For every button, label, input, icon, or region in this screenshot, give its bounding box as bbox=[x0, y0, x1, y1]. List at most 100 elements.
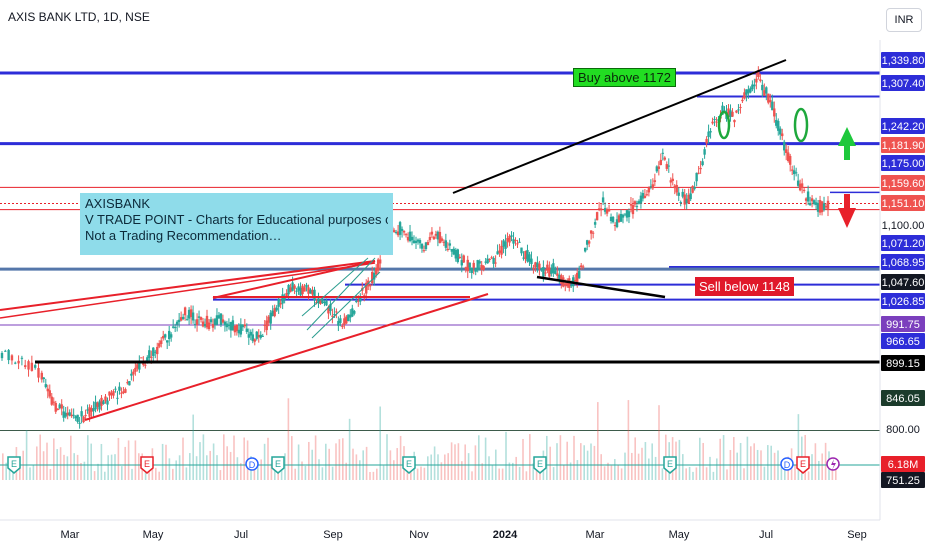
volume-bar bbox=[175, 460, 177, 480]
candle-body bbox=[329, 304, 332, 312]
upper-trendline-black bbox=[452, 59, 787, 194]
volume-bar bbox=[583, 445, 585, 480]
volume-bar bbox=[685, 468, 687, 480]
candle-body bbox=[496, 251, 499, 255]
svg-text:E: E bbox=[275, 459, 281, 469]
candle-body bbox=[42, 377, 45, 380]
candle-body bbox=[297, 286, 300, 291]
volume-bar bbox=[192, 414, 194, 480]
candle-body bbox=[166, 340, 169, 343]
volume-bar bbox=[474, 445, 477, 480]
candle-body bbox=[739, 107, 742, 109]
volume-bar bbox=[396, 448, 398, 480]
volume-bar bbox=[637, 453, 640, 480]
currency-button[interactable]: INR bbox=[886, 8, 922, 32]
candle-body bbox=[118, 386, 121, 391]
candle-body bbox=[331, 315, 334, 317]
candle-body bbox=[659, 159, 663, 166]
candle-body bbox=[787, 152, 790, 162]
candle-body bbox=[414, 240, 418, 243]
candle-body bbox=[17, 360, 20, 364]
candle-body bbox=[100, 397, 103, 406]
symbol-title[interactable]: AXIS BANK LTD, 1D, NSE bbox=[8, 10, 150, 24]
candle-body bbox=[540, 268, 543, 270]
candle-body bbox=[790, 169, 794, 171]
candle-body bbox=[747, 89, 750, 94]
buy-label[interactable]: Buy above 1172 bbox=[573, 68, 676, 87]
candle-body bbox=[418, 240, 422, 244]
volume-bar bbox=[274, 467, 276, 480]
volume-bar bbox=[355, 454, 358, 480]
candle-body bbox=[88, 407, 91, 417]
volume-bar bbox=[263, 443, 266, 480]
candle-body bbox=[58, 404, 61, 409]
candle-body bbox=[771, 101, 774, 111]
sell-label[interactable]: Sell below 1148 bbox=[695, 277, 794, 296]
candle-body bbox=[14, 362, 17, 364]
volume-bar bbox=[746, 436, 749, 480]
note-annotation[interactable]: AXISBANK V TRADE POINT - Charts for Educ… bbox=[80, 193, 393, 255]
volume-bar bbox=[464, 444, 466, 480]
candle-body bbox=[265, 320, 268, 331]
candle-body bbox=[235, 324, 239, 332]
candle-body bbox=[237, 329, 241, 334]
candle-body bbox=[410, 236, 414, 241]
candle-body bbox=[160, 340, 163, 344]
volume-bar bbox=[8, 469, 11, 480]
lightning-marker-icon bbox=[826, 457, 840, 471]
candle-body bbox=[711, 121, 714, 124]
candle-body bbox=[534, 262, 537, 268]
candle-body bbox=[769, 100, 772, 103]
red-trendline-upper-2 bbox=[0, 262, 376, 319]
candle-body bbox=[611, 216, 615, 223]
candle-body bbox=[735, 110, 738, 113]
volume-bar bbox=[39, 434, 41, 480]
volume-bar bbox=[535, 467, 538, 480]
candle-body bbox=[203, 323, 207, 327]
time-tick-label: Mar bbox=[61, 529, 80, 541]
candle-body bbox=[175, 321, 179, 325]
volume-bar bbox=[750, 446, 752, 480]
candle-body bbox=[607, 208, 611, 212]
candle-body bbox=[48, 390, 51, 397]
volume-bar bbox=[807, 471, 810, 480]
candle-body bbox=[337, 320, 340, 326]
candle-body bbox=[468, 262, 471, 268]
candle-body bbox=[765, 87, 768, 94]
candle-body bbox=[72, 414, 75, 416]
candle-body bbox=[745, 89, 748, 95]
volume-bar bbox=[308, 441, 310, 480]
volume-bar bbox=[739, 442, 742, 480]
volume-bar bbox=[501, 468, 504, 480]
candle-body bbox=[108, 391, 111, 396]
candle-body bbox=[476, 260, 479, 270]
candle-body bbox=[550, 269, 553, 274]
volume-bar bbox=[423, 467, 426, 480]
candle-body bbox=[281, 294, 284, 304]
svg-text:E: E bbox=[800, 459, 806, 469]
red-trendline-upper-1 bbox=[0, 260, 376, 311]
candle-body bbox=[806, 191, 810, 202]
candle-body bbox=[158, 343, 161, 347]
candle-body bbox=[508, 235, 511, 243]
volume-bar bbox=[104, 471, 106, 480]
candle-body bbox=[494, 262, 497, 264]
candle-body bbox=[713, 119, 716, 121]
volume-bar bbox=[818, 460, 820, 480]
volume-bar bbox=[182, 437, 184, 480]
volume-bar bbox=[19, 463, 21, 480]
volume-bar bbox=[444, 454, 446, 480]
price-tag-label: 1,181.90 bbox=[882, 140, 925, 152]
candle-body bbox=[301, 285, 304, 295]
earnings-marker-icon: E bbox=[533, 456, 547, 474]
candle-body bbox=[92, 408, 95, 412]
candle-body bbox=[420, 243, 424, 249]
candle-body bbox=[820, 201, 824, 213]
volume-bar bbox=[131, 468, 133, 480]
candle-body bbox=[703, 149, 706, 155]
svg-text:E: E bbox=[667, 459, 673, 469]
candle-body bbox=[587, 241, 591, 244]
volume-bar bbox=[430, 454, 432, 480]
candle-body bbox=[140, 357, 143, 359]
